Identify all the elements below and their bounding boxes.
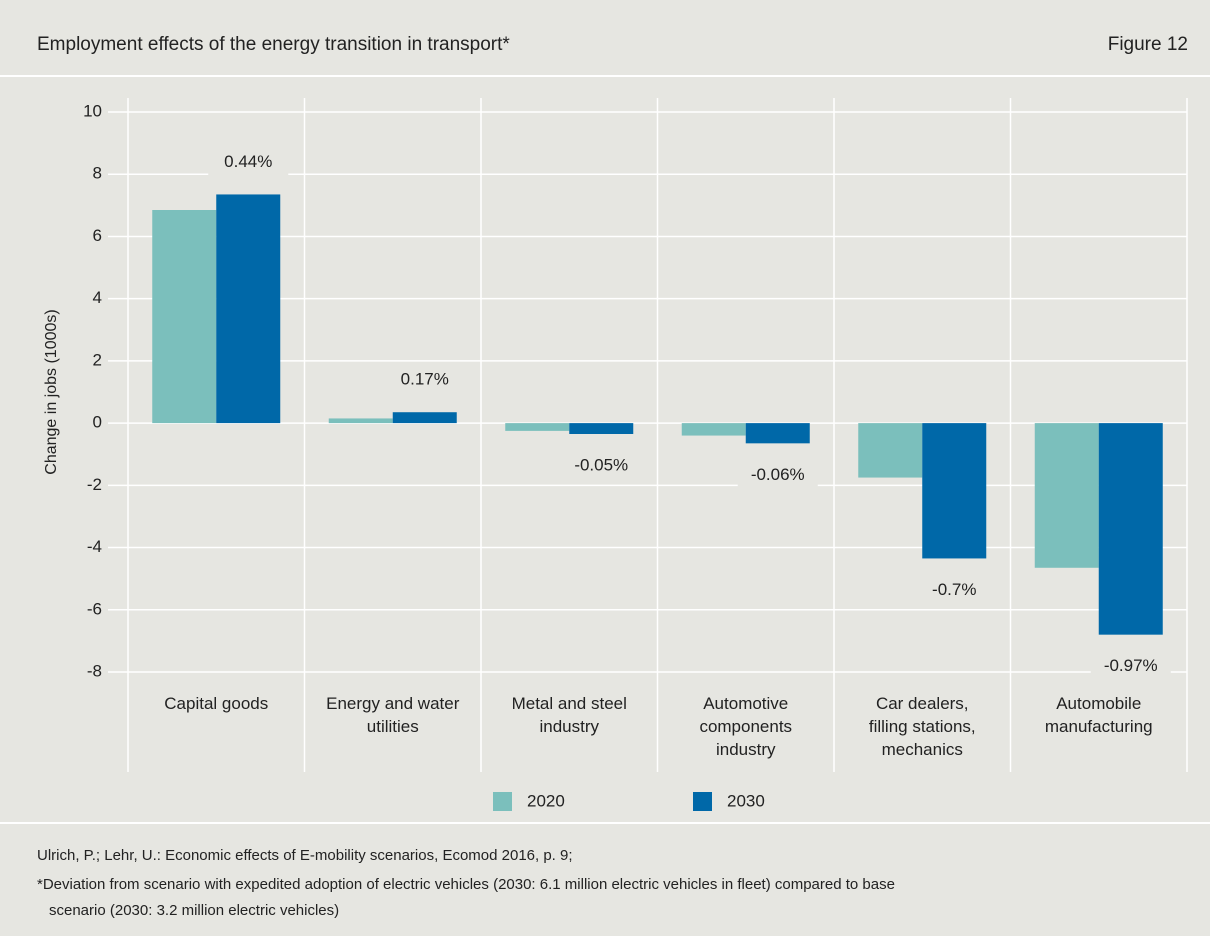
x-tick-label-line: Automobile bbox=[1056, 694, 1141, 713]
annotation: -0.7% bbox=[932, 580, 976, 599]
y-tick-label: -6 bbox=[87, 599, 102, 618]
x-tick-label: Car dealers, filling stations, mechanics bbox=[869, 694, 976, 759]
y-tick-label: 6 bbox=[93, 226, 102, 245]
x-tick-label: Automobile manufacturing bbox=[1045, 694, 1153, 736]
footnote: *Deviation from scenario with expedited … bbox=[37, 876, 895, 893]
x-tick-label: Metal and steel industry bbox=[512, 694, 627, 736]
bar bbox=[328, 418, 393, 424]
x-tick-label: Capital goods bbox=[164, 694, 268, 713]
x-tick-label-line: industry bbox=[539, 717, 599, 736]
x-tick-label-line: Metal and steel bbox=[512, 694, 627, 713]
x-tick-label-line: Car dealers, bbox=[876, 694, 969, 713]
footnote: scenario (2030: 3.2 million electric veh… bbox=[49, 902, 339, 919]
annotation: 0.17% bbox=[401, 370, 449, 389]
y-tick-label: -8 bbox=[87, 661, 102, 680]
bar bbox=[1098, 423, 1163, 635]
legend-label: 2030 bbox=[727, 791, 765, 810]
x-tick-label-line: industry bbox=[716, 740, 776, 759]
x-tick-label: Energy and water utilities bbox=[326, 694, 460, 736]
bar bbox=[922, 423, 987, 559]
x-tick-label: Automotive components industry bbox=[699, 694, 792, 759]
y-axis-label: Change in jobs (1000s) bbox=[43, 309, 60, 474]
figure-label: Figure 12 bbox=[1108, 34, 1188, 55]
bar bbox=[858, 423, 923, 478]
bar bbox=[505, 423, 570, 431]
annotation-bg bbox=[914, 577, 995, 604]
x-tick-label-line: Capital goods bbox=[164, 694, 268, 713]
bar bbox=[152, 210, 217, 424]
x-tick-label-line: manufacturing bbox=[1045, 717, 1153, 736]
annotation-bg bbox=[208, 149, 289, 176]
bar bbox=[681, 423, 746, 436]
x-tick-label-line: Automotive bbox=[703, 694, 788, 713]
legend-label: 2020 bbox=[527, 791, 565, 810]
annotation-bg bbox=[1090, 653, 1171, 680]
x-tick-label-line: mechanics bbox=[882, 740, 963, 759]
y-tick-label: 10 bbox=[83, 101, 102, 120]
x-tick-label-line: Energy and water bbox=[326, 694, 460, 713]
annotation: 0.44% bbox=[224, 152, 272, 171]
y-tick-label: 2 bbox=[93, 350, 102, 369]
annotation-bg bbox=[737, 462, 818, 489]
x-tick-label-line: filling stations, bbox=[869, 717, 976, 736]
x-tick-label-line: components bbox=[699, 717, 792, 736]
y-tick-label: 4 bbox=[93, 288, 102, 307]
source: Ulrich, P.; Lehr, U.: Economic effects o… bbox=[37, 847, 573, 864]
y-tick-label: -2 bbox=[87, 475, 102, 494]
bar bbox=[745, 423, 810, 444]
bar bbox=[216, 194, 281, 424]
annotation-bg bbox=[384, 367, 465, 394]
bar bbox=[1034, 423, 1099, 568]
y-tick-label: 0 bbox=[93, 413, 102, 432]
bar bbox=[392, 412, 457, 424]
annotation: -0.97% bbox=[1104, 656, 1158, 675]
bar bbox=[569, 423, 634, 434]
annotation-bg bbox=[561, 453, 642, 479]
x-tick-label-line: utilities bbox=[367, 717, 419, 736]
chart-title: Employment effects of the energy transit… bbox=[37, 34, 510, 55]
legend-swatch bbox=[693, 792, 712, 811]
legend-swatch bbox=[493, 792, 512, 811]
y-tick-label: 8 bbox=[93, 164, 102, 183]
y-tick-label: -4 bbox=[87, 537, 102, 556]
annotation: -0.06% bbox=[751, 465, 805, 484]
annotation: -0.05% bbox=[574, 455, 628, 474]
